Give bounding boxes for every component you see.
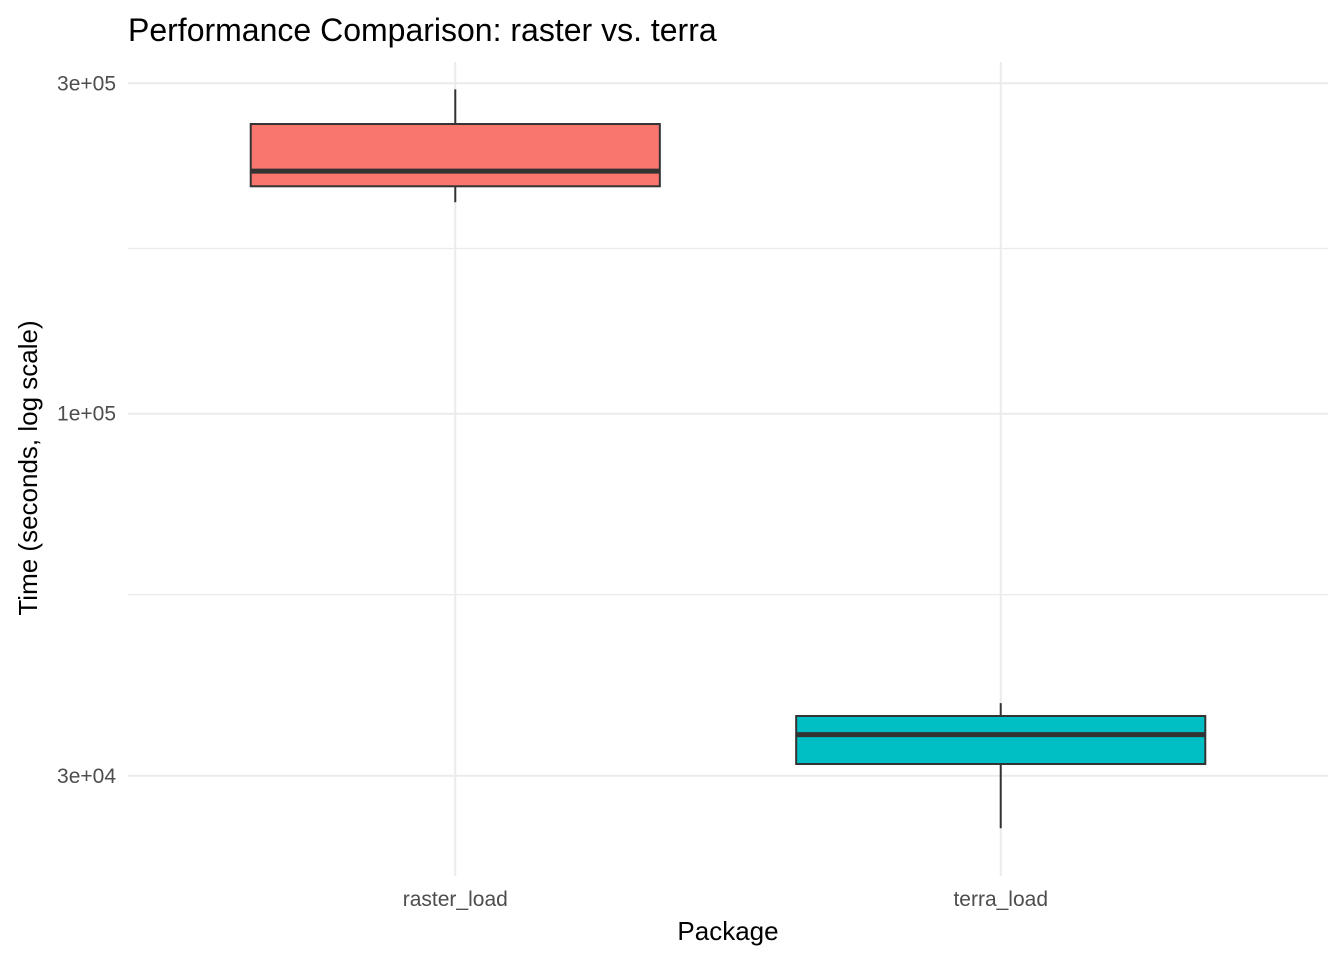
box-iqr bbox=[249, 123, 661, 188]
boxes bbox=[249, 89, 1207, 829]
y-tick-label: 1e+05 bbox=[57, 403, 116, 426]
box-raster-load bbox=[249, 89, 661, 203]
box-terra-load bbox=[795, 703, 1207, 829]
y-axis-title: Time (seconds, log scale) bbox=[13, 320, 43, 615]
x-axis-title: Package bbox=[677, 916, 778, 946]
x-axis-ticks: raster_load terra_load bbox=[403, 888, 1048, 911]
chart-title: Performance Comparison: raster vs. terra bbox=[128, 12, 717, 48]
x-tick-label: raster_load bbox=[403, 888, 508, 911]
x-tick-label: terra_load bbox=[953, 888, 1048, 911]
box-iqr bbox=[795, 714, 1207, 766]
y-tick-label: 3e+04 bbox=[57, 765, 116, 788]
y-tick-label: 3e+05 bbox=[57, 72, 116, 95]
y-axis-ticks: 3e+04 1e+05 3e+05 bbox=[57, 72, 116, 788]
